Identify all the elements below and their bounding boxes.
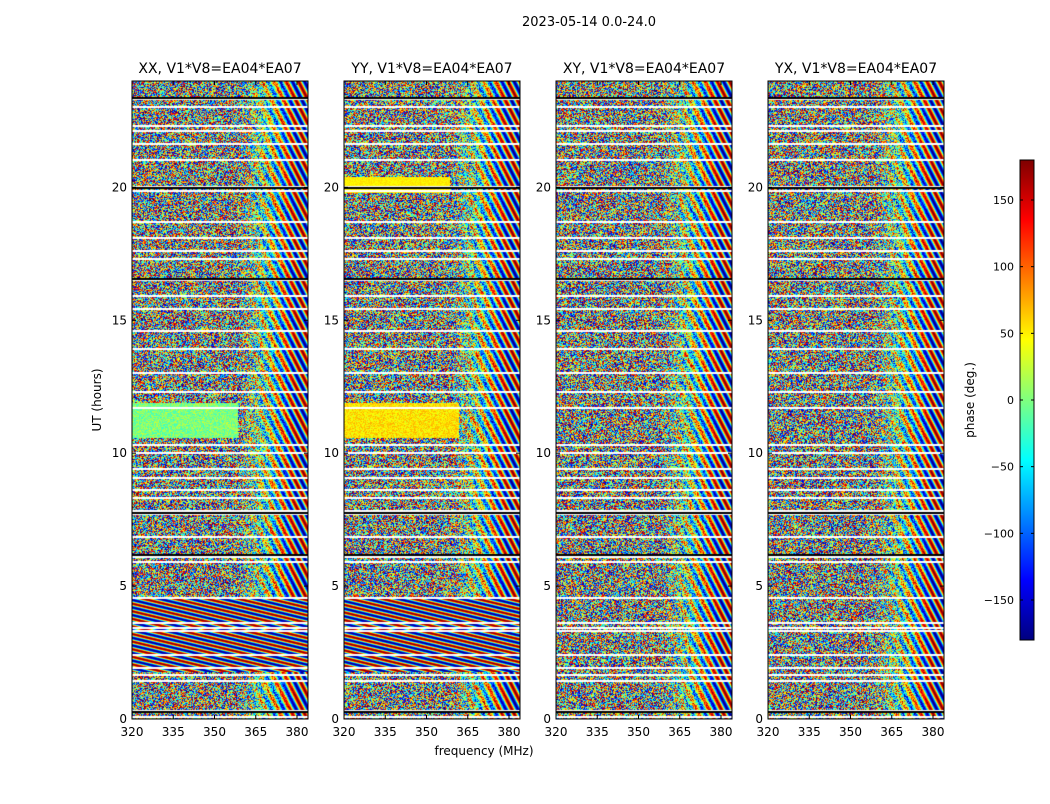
y-tick-label: 20 [748,180,763,194]
colorbar-tick-label: −50 [991,461,1014,474]
panel-xx: XX, V1*V8=EA04*EA07 320 335 350 365 380 0 5 10 15… [112,61,309,739]
panels-group: XX, V1*V8=EA04*EA07 320 335 350 365 380 0 5 10 15… [112,61,945,739]
x-tick-label: 335 [586,725,609,739]
x-tick-label: 320 [545,725,568,739]
x-tick-label: 380 [922,725,945,739]
x-tick-label: 335 [162,725,185,739]
x-tick-label: 350 [627,725,650,739]
x-tick-label: 320 [757,725,780,739]
panel-title: XY, V1*V8=EA04*EA07 [563,61,725,77]
y-tick-label: 5 [543,579,551,593]
panel-xy: XY, V1*V8=EA04*EA07 320 335 350 365 380 0 5 10 15… [536,61,733,739]
x-tick-label: 380 [710,725,733,739]
colorbar-tick-label: 50 [1000,327,1014,340]
phase-heatmap-yx [768,81,944,719]
y-tick-label: 5 [119,579,127,593]
y-tick-label: 0 [543,712,551,726]
x-tick-label: 365 [456,725,479,739]
colorbar-tick-label: 150 [993,194,1014,207]
y-tick-label: 5 [755,579,763,593]
x-tick-label: 365 [668,725,691,739]
phase-heatmap-xy [556,81,732,719]
y-axis-label: UT (hours) [90,368,104,431]
y-tick-label: 15 [748,313,763,327]
x-tick-label: 350 [839,725,862,739]
colorbar-label: phase (deg.) [963,362,977,438]
colorbar-ticks: 150 100 50 0 −50 −100 −150 [984,194,1034,607]
y-tick-label: 20 [536,180,551,194]
y-tick-label: 10 [748,446,763,460]
x-tick-label: 320 [333,725,356,739]
y-tick-label: 0 [755,712,763,726]
colorbar-tick-label: −100 [984,527,1014,540]
x-tick-label: 365 [244,725,267,739]
panel-title: XX, V1*V8=EA04*EA07 [138,61,301,77]
x-tick-label: 380 [498,725,521,739]
y-tick-label: 0 [331,712,339,726]
colorbar: 150 100 50 0 −50 −100 −150 phase (deg.) [963,159,1035,641]
phase-heatmap-xx [132,81,308,719]
y-tick-label: 20 [324,180,339,194]
x-tick-label: 350 [415,725,438,739]
y-tick-label: 15 [536,313,551,327]
y-tick-label: 10 [324,446,339,460]
figure-suptitle: 2023-05-14 0.0-24.0 [522,15,656,30]
y-tick-label: 10 [536,446,551,460]
y-tick-label: 20 [112,180,127,194]
axes-frame [555,80,733,720]
colorbar-tick-label: −150 [984,594,1014,607]
phase-heatmap-yy [344,81,520,719]
y-tick-label: 5 [331,579,339,593]
y-tick-label: 10 [112,446,127,460]
axes-frame [343,80,521,720]
colorbar-tick-label: 0 [1007,394,1014,407]
y-tick-label: 15 [324,313,339,327]
x-tick-label: 320 [121,725,144,739]
x-tick-label: 350 [203,725,226,739]
axes-frame [131,80,309,720]
x-axis-label: frequency (MHz) [434,744,533,758]
colorbar-tick-label: 100 [993,261,1014,274]
x-tick-label: 365 [880,725,903,739]
panel-yx: YX, V1*V8=EA04*EA07 320 335 350 365 380 0 5 10 15… [748,61,945,739]
x-tick-label: 380 [286,725,309,739]
x-tick-label: 335 [374,725,397,739]
panel-title: YX, V1*V8=EA04*EA07 [774,61,937,77]
panel-yy: YY, V1*V8=EA04*EA07 320 335 350 365 380 0 5 10 15… [324,61,521,739]
axes-frame [767,80,945,720]
panel-title: YY, V1*V8=EA04*EA07 [350,61,512,77]
y-tick-label: 15 [112,313,127,327]
x-tick-label: 335 [798,725,821,739]
y-tick-label: 0 [119,712,127,726]
